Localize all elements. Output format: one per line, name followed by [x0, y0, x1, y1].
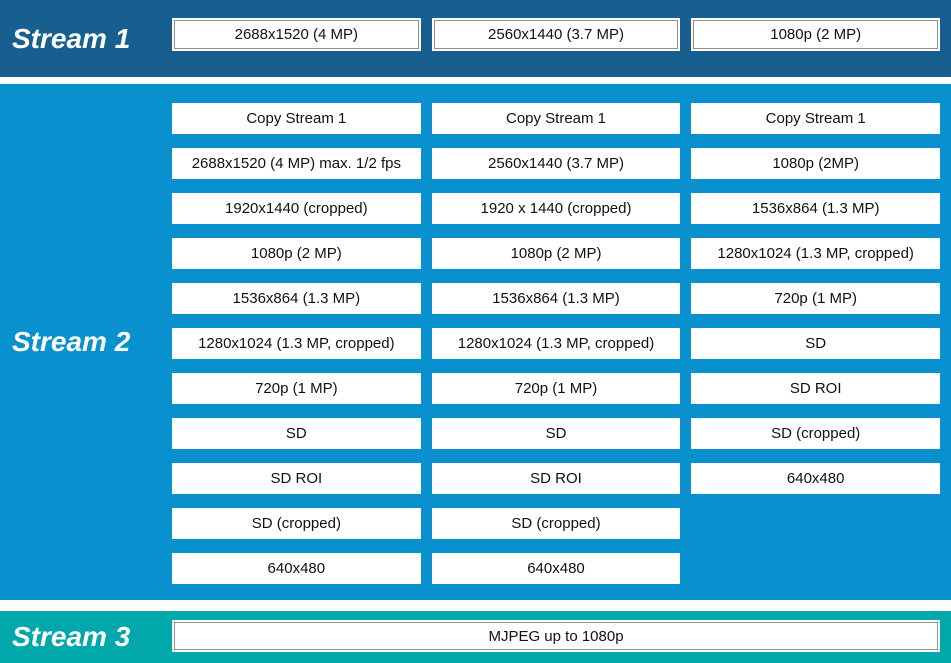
stream1-col-3: 1080p (2 MP)	[691, 0, 940, 77]
resolution-box: MJPEG up to 1080p	[174, 622, 938, 650]
stream1-columns: 2688x1520 (4 MP) 2560x1440 (3.7 MP) 1080…	[172, 0, 940, 77]
resolution-box: 1920x1440 (cropped)	[172, 193, 421, 224]
stream2-label: Stream 2	[12, 326, 131, 357]
resolution-box: SD	[691, 328, 941, 359]
band-divider	[0, 600, 951, 611]
resolution-box: 2560x1440 (3.7 MP)	[433, 20, 679, 49]
stream2-band: Stream 2 Copy Stream 1 2688x1520 (4 MP) …	[0, 84, 951, 600]
stream1-label-zone: Stream 1	[0, 0, 172, 77]
resolution-box: 1920 x 1440 (cropped)	[431, 193, 681, 224]
stream2-columns: Copy Stream 1 2688x1520 (4 MP) max. 1/2 …	[172, 84, 941, 600]
resolution-box: 640x480	[172, 553, 421, 584]
resolution-box: 1080p (2 MP)	[431, 238, 681, 269]
stream1-col-1: 2688x1520 (4 MP)	[172, 0, 421, 77]
resolution-box: 1080p (2MP)	[691, 148, 941, 179]
resolution-box: SD ROI	[172, 463, 421, 494]
resolution-box: Copy Stream 1	[172, 103, 421, 134]
resolution-box: 1280x1024 (1.3 MP, cropped)	[431, 328, 681, 359]
resolution-box: 2688x1520 (4 MP) max. 1/2 fps	[172, 148, 421, 179]
resolution-box: 1080p (2 MP)	[693, 20, 939, 49]
resolution-box: SD ROI	[431, 463, 681, 494]
resolution-box: 720p (1 MP)	[431, 373, 681, 404]
resolution-box: 720p (1 MP)	[691, 283, 941, 314]
resolution-box: 720p (1 MP)	[172, 373, 421, 404]
resolution-box: 2560x1440 (3.7 MP)	[431, 148, 681, 179]
stream1-col-2: 2560x1440 (3.7 MP)	[432, 0, 681, 77]
resolution-box: SD (cropped)	[431, 508, 681, 539]
resolution-box: SD	[172, 418, 421, 449]
stream3-col: MJPEG up to 1080p	[172, 611, 940, 663]
stream3-label-zone: Stream 3	[0, 611, 172, 663]
stream3-label: Stream 3	[12, 621, 131, 652]
stream3-columns: MJPEG up to 1080p	[172, 611, 940, 663]
resolution-box: Copy Stream 1	[691, 103, 941, 134]
stream2-col-2: Copy Stream 1 2560x1440 (3.7 MP) 1920 x …	[431, 84, 681, 600]
resolution-box: 1536x864 (1.3 MP)	[691, 193, 941, 224]
stream2-col-3: Copy Stream 1 1080p (2MP) 1536x864 (1.3 …	[691, 84, 941, 600]
band-divider	[0, 77, 951, 84]
resolution-box: 2688x1520 (4 MP)	[174, 20, 419, 49]
stream2-col-1: Copy Stream 1 2688x1520 (4 MP) max. 1/2 …	[172, 84, 421, 600]
stream2-label-zone: Stream 2	[0, 84, 172, 600]
resolution-box: 1536x864 (1.3 MP)	[172, 283, 421, 314]
resolution-box: SD (cropped)	[172, 508, 421, 539]
resolution-box: 640x480	[431, 553, 681, 584]
resolution-box: SD ROI	[691, 373, 941, 404]
resolution-box: SD	[431, 418, 681, 449]
resolution-box: SD (cropped)	[691, 418, 941, 449]
resolution-box: 1080p (2 MP)	[172, 238, 421, 269]
resolution-box: 1536x864 (1.3 MP)	[431, 283, 681, 314]
resolution-box: 640x480	[691, 463, 941, 494]
resolution-box: 1280x1024 (1.3 MP, cropped)	[172, 328, 421, 359]
stream3-band: Stream 3 MJPEG up to 1080p	[0, 611, 951, 663]
resolution-box: Copy Stream 1	[431, 103, 681, 134]
resolution-box: 1280x1024 (1.3 MP, cropped)	[691, 238, 941, 269]
stream1-band: Stream 1 2688x1520 (4 MP) 2560x1440 (3.7…	[0, 0, 951, 77]
stream1-label: Stream 1	[12, 22, 131, 54]
